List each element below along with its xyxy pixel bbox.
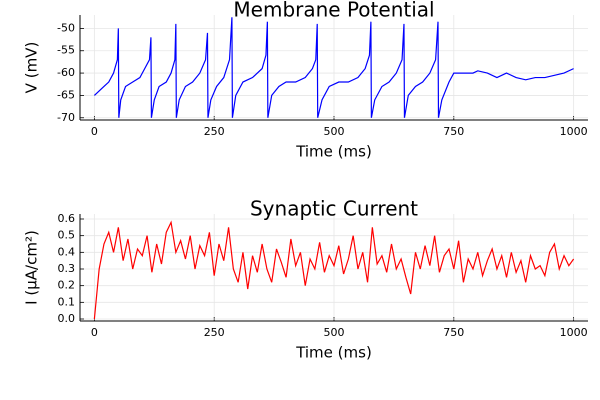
x-tick-label: 1000 bbox=[560, 125, 588, 138]
y-tick-label: 0.0 bbox=[58, 312, 76, 325]
chart-title: Membrane Potential bbox=[233, 0, 434, 22]
y-tick-label: -65 bbox=[57, 88, 75, 101]
x-tick-label: 500 bbox=[324, 326, 345, 339]
x-tick-label: 750 bbox=[443, 326, 464, 339]
data-line bbox=[93, 17, 574, 118]
x-axis-label: Time (ms) bbox=[295, 344, 372, 362]
y-axis-label: V (mV) bbox=[23, 42, 41, 94]
x-tick-label: 250 bbox=[204, 326, 225, 339]
y-tick-label: 0.1 bbox=[58, 295, 76, 308]
y-tick-label: 0.2 bbox=[58, 279, 76, 292]
data-line bbox=[93, 220, 575, 320]
x-tick-label: 0 bbox=[91, 326, 98, 339]
chart-title: Synaptic Current bbox=[250, 197, 418, 221]
y-tick-label: 0.4 bbox=[58, 245, 76, 258]
y-axis-label: I (μA/cm²) bbox=[23, 230, 41, 305]
x-tick-label: 500 bbox=[324, 125, 345, 138]
y-tick-label: -70 bbox=[57, 111, 75, 124]
x-tick-label: 0 bbox=[91, 125, 98, 138]
y-tick-label: -55 bbox=[57, 44, 75, 57]
x-tick-label: 750 bbox=[443, 125, 464, 138]
x-axis-label: Time (ms) bbox=[295, 143, 372, 161]
x-tick-label: 1000 bbox=[560, 326, 588, 339]
x-tick-label: 250 bbox=[204, 125, 225, 138]
y-tick-label: 0.3 bbox=[58, 262, 76, 275]
y-tick-label: -50 bbox=[57, 21, 75, 34]
y-tick-label: -60 bbox=[57, 66, 75, 79]
y-tick-label: 0.5 bbox=[58, 229, 76, 242]
y-tick-label: 0.6 bbox=[58, 212, 76, 225]
